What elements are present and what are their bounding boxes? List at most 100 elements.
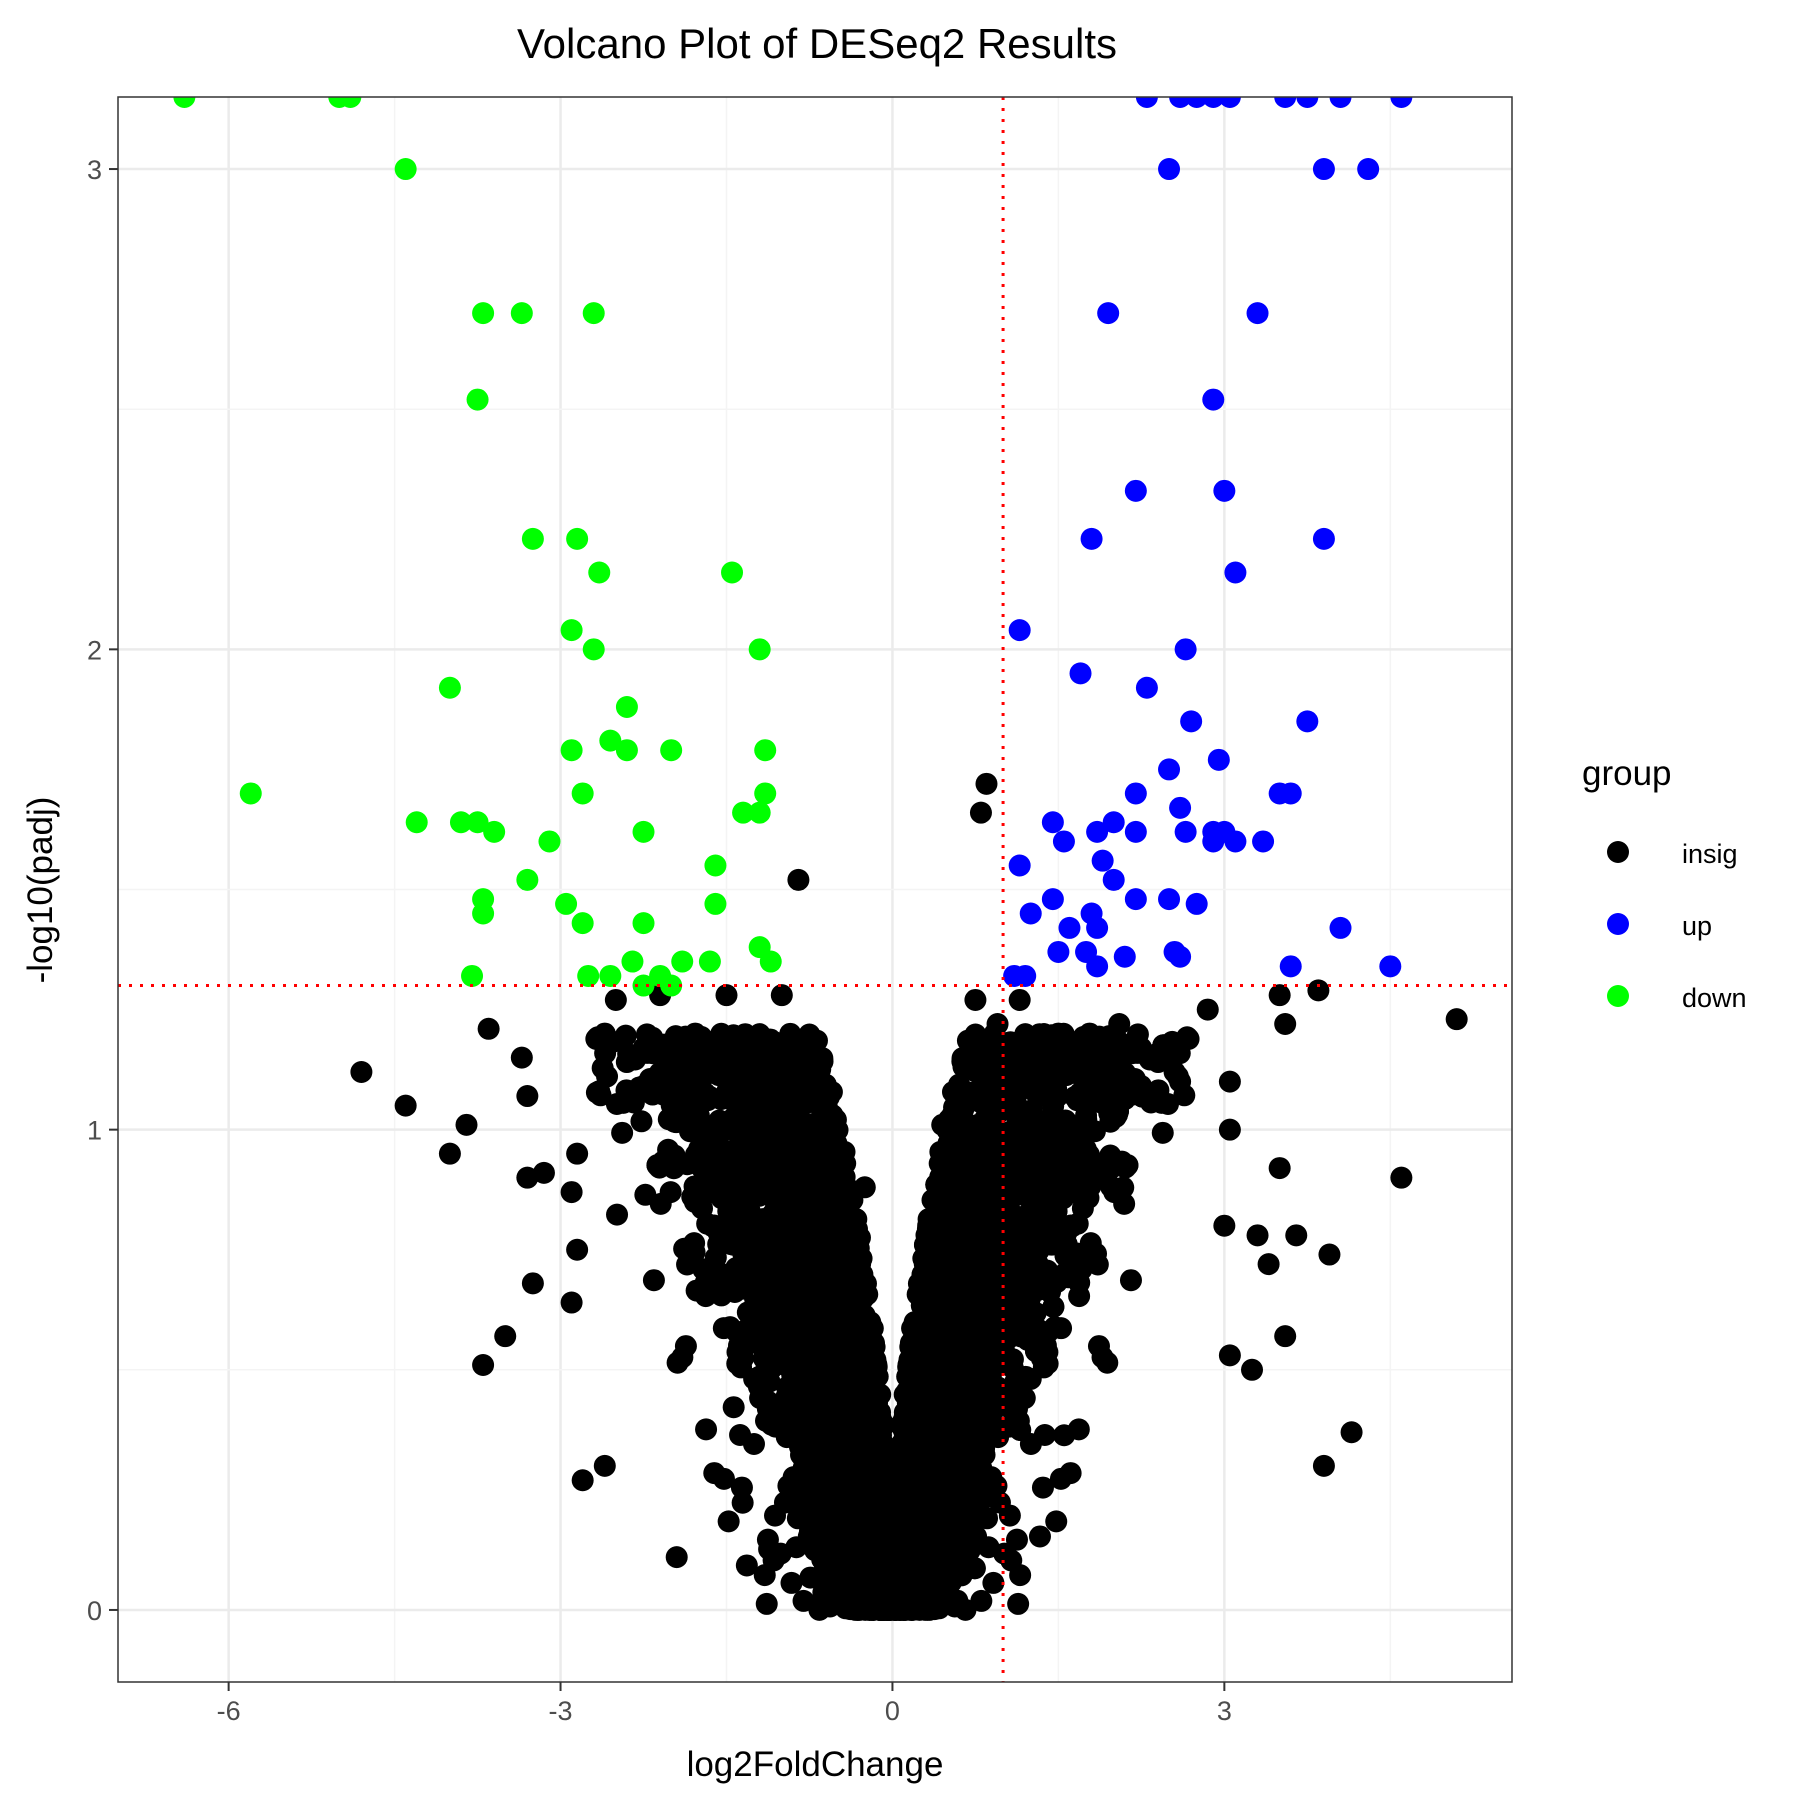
data-point-insig	[1126, 1040, 1149, 1063]
data-point-insig	[798, 1060, 821, 1083]
data-point-insig	[752, 1035, 775, 1058]
data-point-insig	[1014, 1184, 1037, 1207]
data-point-insig	[1049, 1467, 1072, 1490]
data-point-insig	[1031, 1476, 1054, 1499]
data-point-insig	[1009, 1564, 1032, 1587]
data-point-insig	[813, 1248, 836, 1271]
data-point-insig	[729, 1424, 752, 1447]
data-point-insig	[695, 1418, 718, 1441]
data-point-insig	[707, 1221, 730, 1244]
data-point-insig	[1028, 1525, 1051, 1548]
data-point-insig	[792, 1457, 815, 1480]
data-point-insig	[742, 1074, 765, 1097]
data-point-insig	[676, 1080, 699, 1103]
data-point-insig	[708, 1109, 731, 1132]
data-point-insig	[1087, 1335, 1110, 1358]
data-point-insig	[786, 1507, 809, 1530]
data-point-insig	[738, 1301, 761, 1324]
data-point-insig	[780, 1037, 803, 1060]
data-point-insig	[784, 1253, 807, 1276]
data-point-insig	[693, 1082, 716, 1105]
data-point-insig	[850, 1597, 873, 1620]
data-point-insig	[1114, 1062, 1137, 1085]
data-point-insig	[606, 1203, 629, 1226]
data-point-insig	[636, 1040, 659, 1063]
data-point-insig	[1067, 1418, 1090, 1441]
data-point-insig	[789, 1420, 812, 1443]
data-point-insig	[1005, 1528, 1028, 1551]
data-point-insig	[594, 1042, 617, 1065]
data-point-insig	[669, 1055, 692, 1078]
data-point-insig	[780, 1571, 803, 1594]
data-point-insig	[949, 1248, 972, 1271]
data-point-insig	[837, 1354, 860, 1377]
data-point-insig	[970, 1589, 993, 1612]
data-point-insig	[990, 1175, 1013, 1198]
data-point-insig	[676, 1153, 699, 1176]
data-point-insig	[805, 1029, 828, 1052]
data-point-insig	[730, 1476, 753, 1499]
data-point-insig	[863, 1407, 886, 1430]
data-point-insig	[767, 1349, 790, 1372]
data-point-insig	[980, 1331, 1003, 1354]
data-point-insig	[825, 1522, 848, 1545]
data-point-insig	[1007, 1592, 1030, 1615]
data-point-insig	[1028, 1277, 1051, 1300]
chart-title: Volcano Plot of DESeq2 Results	[517, 20, 1117, 67]
data-point-insig	[790, 1178, 813, 1201]
data-point-insig	[836, 1553, 859, 1576]
data-point-insig	[853, 1387, 876, 1410]
data-point-insig	[756, 1528, 779, 1551]
data-point-insig	[856, 1503, 879, 1526]
data-point-insig	[712, 1467, 735, 1490]
data-point-insig	[799, 1325, 822, 1348]
data-point-insig	[822, 1369, 845, 1392]
data-point-insig	[771, 1075, 794, 1098]
data-point-insig	[780, 1486, 803, 1509]
data-point-insig	[1119, 1269, 1142, 1292]
data-point-insig	[642, 1269, 665, 1292]
data-point-insig	[838, 1187, 861, 1210]
data-point-insig	[759, 1296, 782, 1319]
data-point-insig	[710, 1022, 733, 1045]
data-point-insig	[677, 1242, 700, 1265]
data-point-insig	[761, 1251, 784, 1274]
data-point-insig	[785, 1536, 808, 1559]
data-point-insig	[722, 1396, 745, 1419]
data-point-insig	[837, 1322, 860, 1345]
data-point-insig	[734, 1321, 757, 1344]
data-point-insig	[1151, 1121, 1174, 1144]
data-point-insig	[833, 1253, 856, 1276]
data-point-insig	[1045, 1510, 1068, 1533]
data-point-insig	[748, 1184, 771, 1207]
data-point-insig	[755, 1592, 778, 1615]
data-point-insig	[690, 1025, 713, 1048]
data-point-insig	[646, 1154, 669, 1177]
data-point-insig	[805, 1292, 828, 1315]
data-point-insig	[781, 1331, 804, 1354]
data-point-insig	[1054, 1261, 1077, 1284]
data-point-insig	[683, 1175, 706, 1198]
data-point-insig	[866, 1440, 889, 1463]
data-point-insig	[1054, 1109, 1077, 1132]
data-point-insig	[630, 1110, 653, 1133]
data-point-insig	[796, 1114, 819, 1137]
data-point-insig	[674, 1335, 697, 1358]
data-point-insig	[729, 1123, 752, 1146]
data-point-insig	[735, 1554, 758, 1577]
data-point-insig	[817, 1556, 840, 1579]
data-point-insig	[835, 1402, 858, 1425]
data-point-insig	[611, 1121, 634, 1144]
data-point-insig	[824, 1434, 847, 1457]
data-point-insig	[708, 1261, 731, 1284]
data-point-insig	[612, 1091, 635, 1114]
data-point-insig	[724, 1219, 747, 1242]
data-point-insig	[1028, 1321, 1051, 1344]
data-point-insig	[824, 1296, 847, 1319]
data-point-insig	[813, 1098, 836, 1121]
data-point-insig	[854, 1272, 877, 1295]
data-point-insig	[717, 1510, 740, 1533]
data-point-insig	[782, 1362, 805, 1385]
data-point-insig	[847, 1237, 870, 1260]
